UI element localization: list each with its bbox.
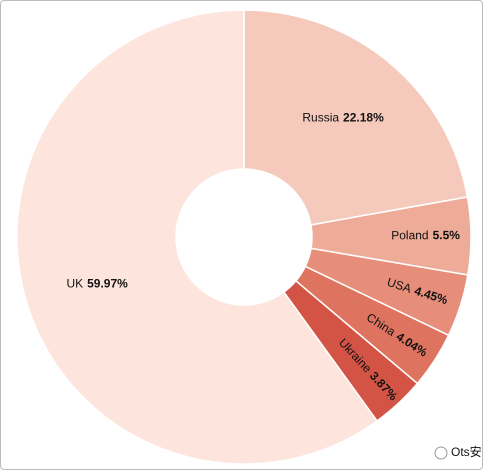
slice (243, 9, 469, 226)
watermark: Ots安全 (451, 444, 482, 459)
value-label: 5.5% (433, 228, 461, 242)
category-name: Poland (391, 228, 428, 242)
value-label: 59.97% (87, 277, 128, 291)
slice-label: UK 59.97% (66, 277, 128, 291)
watermark-icon (434, 446, 448, 460)
category-name: Russia (302, 111, 339, 125)
value-label: 22.18% (343, 111, 384, 125)
slice-label: Poland 5.5% (391, 228, 460, 242)
slice-label: Russia 22.18% (302, 111, 384, 125)
category-name: UK (66, 277, 83, 291)
slice (16, 9, 379, 465)
slices (16, 9, 472, 465)
